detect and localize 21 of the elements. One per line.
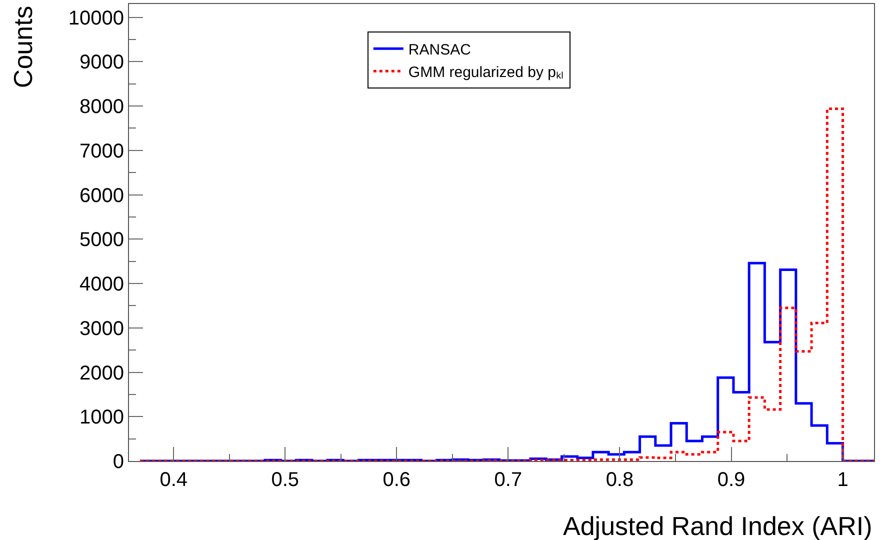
y-tick-label: 10000 (68, 7, 124, 30)
y-tick-label: 4000 (80, 274, 124, 296)
x-tick-label: 0.6 (382, 469, 411, 491)
x-tick-label: 0.4 (160, 469, 188, 491)
y-tick-label: 1000 (80, 406, 124, 429)
y-tick-label: 2000 (80, 362, 124, 384)
y-tick-label: 5000 (80, 229, 124, 252)
x-tick-label: 1 (837, 469, 848, 491)
y-axis-title: Counts (8, 6, 38, 88)
x-tick-label: 0.9 (717, 469, 746, 491)
y-tick-label: 6000 (80, 184, 124, 207)
x-tick-label: 0.5 (271, 469, 300, 491)
y-tick-label: 3000 (80, 318, 124, 340)
x-tick-label: 0.7 (494, 469, 522, 491)
y-tick-label: 8000 (80, 96, 124, 118)
y-tick-label: 7000 (80, 140, 124, 162)
x-tick-label: 0.8 (606, 469, 634, 491)
legend-label: RANSAC (408, 42, 472, 59)
legend-label: GMM regularized by pₖₗ (408, 64, 564, 82)
y-tick-label: 9000 (80, 52, 124, 74)
y-tick-label: 0 (112, 451, 124, 473)
